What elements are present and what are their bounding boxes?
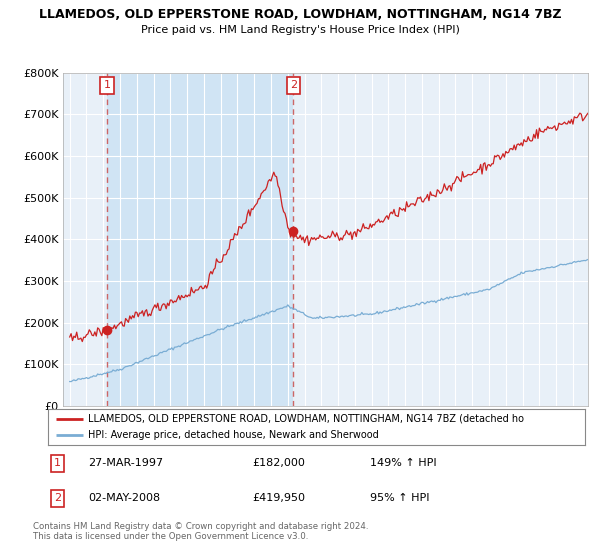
Text: 1: 1 (104, 80, 110, 90)
Text: Contains HM Land Registry data © Crown copyright and database right 2024.
This d: Contains HM Land Registry data © Crown c… (33, 522, 368, 542)
Text: HPI: Average price, detached house, Newark and Sherwood: HPI: Average price, detached house, Newa… (88, 431, 379, 440)
Text: 2: 2 (54, 493, 61, 503)
Bar (107, 73, 293, 406)
Text: 2: 2 (290, 80, 297, 90)
Text: 27-MAR-1997: 27-MAR-1997 (88, 459, 163, 468)
Text: Price paid vs. HM Land Registry's House Price Index (HPI): Price paid vs. HM Land Registry's House … (140, 25, 460, 35)
Text: 149% ↑ HPI: 149% ↑ HPI (370, 459, 437, 468)
Text: £419,950: £419,950 (252, 493, 305, 503)
Text: LLAMEDOS, OLD EPPERSTONE ROAD, LOWDHAM, NOTTINGHAM, NG14 7BZ (detached ho: LLAMEDOS, OLD EPPERSTONE ROAD, LOWDHAM, … (88, 414, 524, 423)
Text: 02-MAY-2008: 02-MAY-2008 (88, 493, 160, 503)
Text: LLAMEDOS, OLD EPPERSTONE ROAD, LOWDHAM, NOTTINGHAM, NG14 7BZ: LLAMEDOS, OLD EPPERSTONE ROAD, LOWDHAM, … (38, 8, 562, 21)
Text: 95% ↑ HPI: 95% ↑ HPI (370, 493, 430, 503)
Text: 1: 1 (54, 459, 61, 468)
Text: £182,000: £182,000 (252, 459, 305, 468)
